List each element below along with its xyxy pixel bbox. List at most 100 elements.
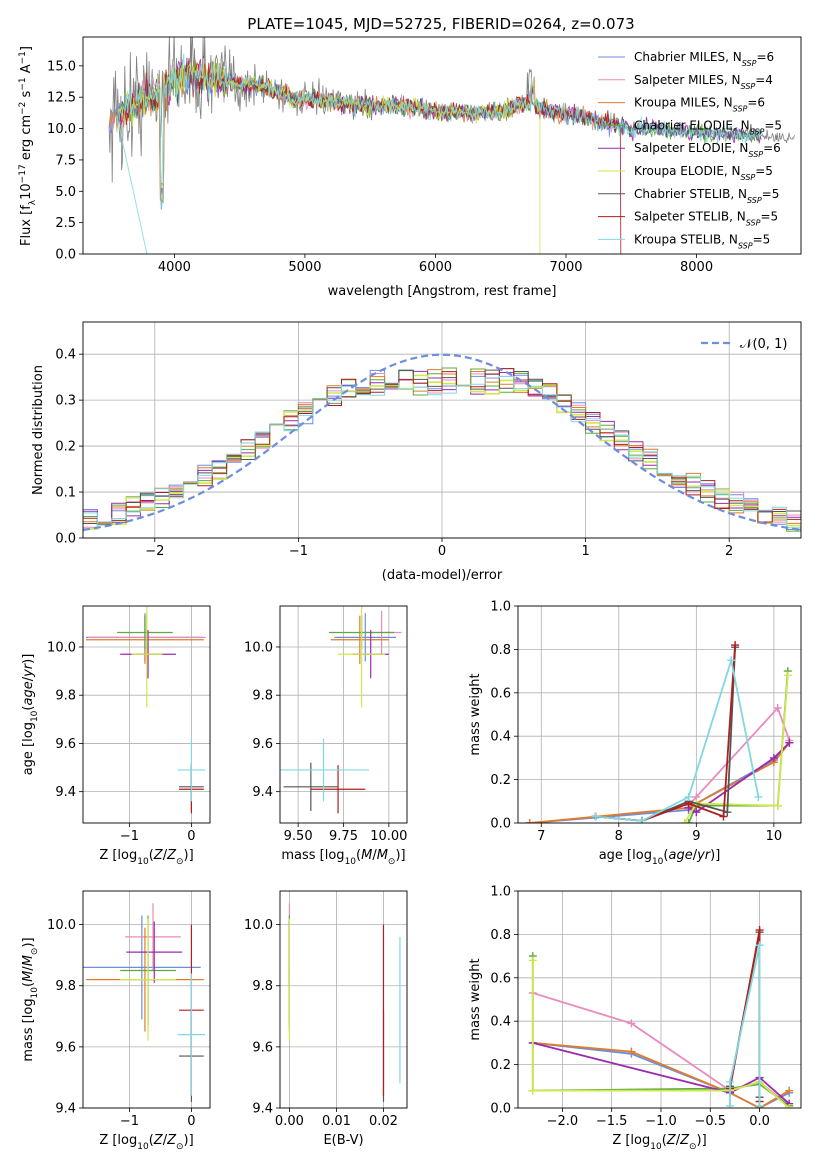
- y-tick-label: 7.5: [55, 153, 76, 168]
- series-marker: [754, 792, 763, 801]
- series-marker: [528, 956, 537, 965]
- x-tick-label: −1: [120, 1114, 139, 1129]
- x-axis-label: wavelength [Angstrom, rest frame]: [328, 284, 557, 299]
- y-tick-label: 9.4: [55, 785, 76, 800]
- legend-label: Chabrier STELIB, NSSP=5: [634, 187, 779, 205]
- x-tick-label: −1.0: [645, 1114, 677, 1129]
- y-tick-label: 0.4: [490, 1015, 511, 1030]
- y-tick-label: 9.8: [252, 979, 273, 994]
- model-spectrum-salpeter-stelib: [116, 58, 622, 254]
- legend-label: Salpeter MILES, NSSP=4: [634, 73, 773, 91]
- series-marker: [528, 1086, 537, 1095]
- y-tick-label: 0.0: [490, 817, 511, 832]
- axes-border: [82, 890, 211, 1109]
- x-axis-label: age [log10(age/yr)]: [599, 848, 721, 867]
- series-line: [688, 742, 791, 814]
- histogram-kroupa-stelib: [83, 376, 801, 532]
- x-tick-label: 9.75: [329, 829, 358, 844]
- series-line: [729, 945, 761, 1106]
- x-axis-label: mass [log10(M/M⊙)]: [281, 848, 405, 867]
- x-tick-label: −1.5: [596, 1114, 628, 1129]
- series-marker: [783, 671, 792, 680]
- axes-frame: −1 0 9.4 9.6 9.8 10.0 Z [log10(Z/Z⊙)] mass [log…: [21, 890, 211, 1152]
- x-tick-label: −2.0: [547, 1114, 579, 1129]
- series-marker: [769, 753, 778, 762]
- y-tick-label: 10.0: [47, 918, 76, 933]
- y-axis-label: Flux [fλ10−17 erg cm−2 s−1 A−1]: [18, 46, 38, 246]
- x-tick-label: 0.02: [369, 1114, 398, 1129]
- series-marker: [755, 1101, 764, 1108]
- legend-label: Kroupa MILES, NSSP=6: [634, 96, 765, 114]
- y-tick-label: 9.4: [55, 1102, 76, 1117]
- y-tick-label: 0.6: [490, 971, 511, 986]
- plot-area: [108, 37, 795, 254]
- series-line: [683, 675, 789, 823]
- plot-area: [83, 903, 206, 1102]
- series-marker: [525, 819, 534, 823]
- y-tick-label: 0.3: [55, 394, 76, 409]
- age-vs-mass-axes: 9.50 9.75 10.00 9.4 9.6 9.8 10.0 mass [log10(M/…: [244, 605, 407, 867]
- y-tick-label: 9.4: [252, 785, 273, 800]
- x-tick-label: 8: [615, 829, 623, 844]
- y-tick-label: 0.0: [55, 248, 76, 263]
- legend-label: Chabrier MILES, NSSP=6: [634, 50, 774, 68]
- y-tick-label: 9.6: [55, 1040, 76, 1055]
- y-tick-label: 9.4: [252, 1102, 273, 1117]
- y-tick-label: 0.2: [490, 1058, 511, 1073]
- legend: Chabrier MILES, NSSP=6 Salpeter MILES, NS…: [598, 50, 782, 250]
- series-marker: [591, 812, 600, 821]
- mass-vs-Z-axes: −1 0 9.4 9.6 9.8 10.0 Z [log10(Z/Z⊙)] mass [log…: [21, 890, 211, 1152]
- x-tick-label: 9: [692, 829, 700, 844]
- y-tick-label: 10.0: [244, 640, 273, 655]
- y-tick-label: 2.5: [55, 216, 76, 231]
- series-marker: [627, 1019, 636, 1028]
- y-axis-label: Normed distribution: [31, 365, 46, 495]
- y-tick-label: 10.0: [47, 640, 76, 655]
- x-tick-label: 0: [187, 829, 195, 844]
- y-tick-label: 10.0: [244, 918, 273, 933]
- spectrum-axes: 4000 5000 6000 7000 8000 0.0 2.5 5.0 7.5 10.0 12.5…: [18, 36, 802, 299]
- series-marker: [684, 792, 693, 801]
- series-marker: [773, 801, 782, 810]
- x-tick-label: 10.00: [370, 829, 407, 844]
- x-tick-label: −1: [120, 829, 139, 844]
- axes-frame: 9.50 9.75 10.00 9.4 9.6 9.8 10.0 mass [log10(M/…: [244, 605, 407, 867]
- plot-area: [288, 903, 401, 1102]
- y-tick-label: 10.0: [47, 122, 76, 137]
- y-tick-label: 0.4: [55, 348, 76, 363]
- legend-label: Chabrier ELODIE, NSSP=5: [634, 118, 782, 136]
- series-marker: [726, 1077, 735, 1086]
- series-line: [532, 1042, 790, 1105]
- series-marker: [727, 656, 736, 665]
- mass-weight-vs-age-axes: 7 8 9 10 0.0 0.2 0.4 0.6 0.8 1.0 age [log10(age/yr…: [468, 600, 802, 867]
- y-tick-label: 9.6: [252, 1040, 273, 1055]
- x-tick-label: 9.50: [284, 829, 313, 844]
- x-tick-label: 5000: [288, 260, 321, 275]
- x-axis-label: Z [log10(Z/Z⊙)]: [612, 1133, 706, 1152]
- plot-area: [83, 353, 801, 532]
- series-marker: [638, 816, 647, 823]
- plot-area: [525, 641, 794, 823]
- x-axis-label: (data-model)/error: [382, 568, 503, 583]
- axes-border: [82, 605, 211, 824]
- x-tick-label: 6000: [419, 260, 452, 275]
- series-marker: [785, 738, 794, 747]
- series-marker: [785, 1104, 794, 1108]
- series-marker: [755, 926, 764, 935]
- x-tick-label: 2: [725, 544, 733, 559]
- x-tick-label: 4000: [158, 260, 191, 275]
- y-axis-label: mass weight: [468, 958, 483, 1040]
- y-tick-label: 1.0: [490, 600, 511, 615]
- axes-frame: −2.0 −1.5 −1.0 −0.5 0.0 0.0 0.2 0.4 0.6 0.8 1.0 Z […: [468, 885, 802, 1152]
- mass-weight-vs-Z-axes: −2.0 −1.5 −1.0 −0.5 0.0 0.0 0.2 0.4 0.6 0.8 1.0 Z […: [468, 885, 802, 1152]
- x-tick-label: 0.01: [322, 1114, 351, 1129]
- mass-vs-ebv-axes: 0.00 0.01 0.02 9.4 9.6 9.8 10.0 E(B-V): [244, 890, 408, 1148]
- y-tick-label: 0.2: [55, 440, 76, 455]
- axes-frame: 7 8 9 10 0.0 0.2 0.4 0.6 0.8 1.0 age [log10(age/yr…: [468, 600, 802, 867]
- x-tick-label: 0: [187, 1114, 195, 1129]
- series-marker: [731, 641, 740, 650]
- y-tick-label: 0.1: [55, 486, 76, 501]
- y-tick-label: 0.2: [490, 773, 511, 788]
- y-tick-label: 12.5: [47, 91, 76, 106]
